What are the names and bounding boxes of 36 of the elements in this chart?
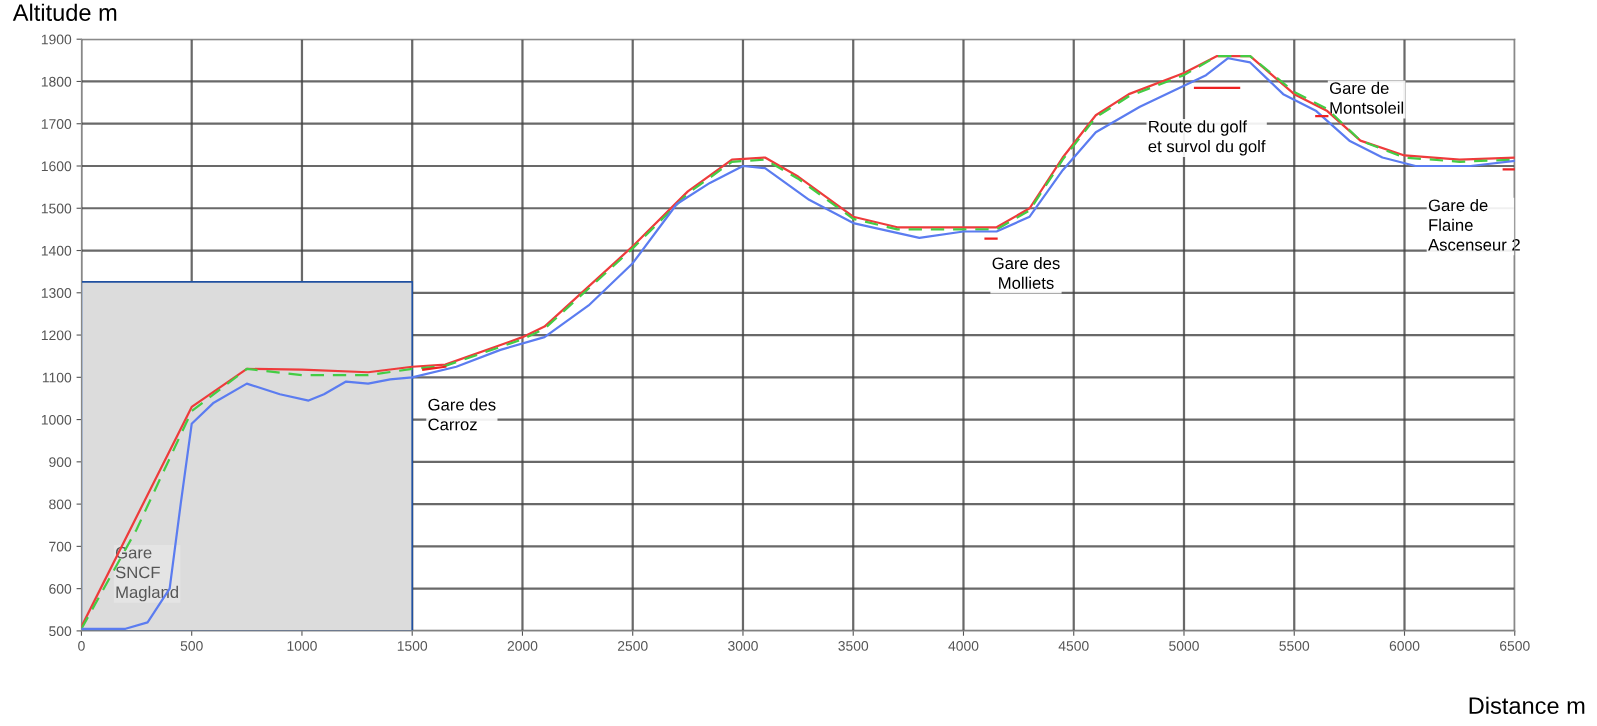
x-tick-label: 2000 [507,640,538,651]
y-tick-label: 700 [49,541,72,552]
y-tick-label: 900 [49,457,72,468]
annotation: Route du golf et survol du golf [1148,120,1266,156]
x-tick-label: 4500 [1058,640,1089,651]
x-tick-label: 2500 [617,640,648,651]
y-tick-label: 1400 [41,245,72,256]
y-tick-label: 800 [49,499,72,510]
y-tick-label: 1600 [41,161,72,172]
x-tick-label: 3000 [728,640,758,651]
y-tick-label: 600 [49,583,72,594]
x-tick-label: 4000 [948,640,979,651]
x-tick-label: 1500 [397,640,428,651]
y-tick-label: 1200 [41,330,72,341]
x-tick-label: 5000 [1169,640,1199,651]
x-tick-label: 5500 [1279,640,1310,651]
x-tick-label: 6500 [1500,640,1530,651]
y-tick-label: 1100 [42,372,72,383]
x-tick-label: 0 [78,640,85,651]
x-tick-label: 3500 [838,640,869,651]
annotation: Gare de Flaine Ascenseur 2 [1428,198,1520,251]
y-axis-title: Altitude m [12,3,117,21]
annotation: Gare de Montsoleil [1329,81,1404,114]
y-tick-label: 1300 [41,288,72,298]
x-tick-label: 6000 [1389,640,1420,651]
annotation: Gare des Molliets [992,256,1060,289]
x-tick-label: 500 [180,640,203,651]
x-tick-label: 1000 [287,640,317,651]
y-tick-label: 1700 [41,119,72,129]
y-tick-label: 1000 [41,414,72,425]
y-tick-label: 1800 [41,76,72,87]
y-tick-label: 500 [49,626,72,637]
y-tick-label: 1900 [41,34,72,45]
y-tick-label: 1500 [41,203,72,214]
annotation: Gare des Carroz [428,398,496,431]
x-axis-title: Distance m [1469,696,1585,715]
